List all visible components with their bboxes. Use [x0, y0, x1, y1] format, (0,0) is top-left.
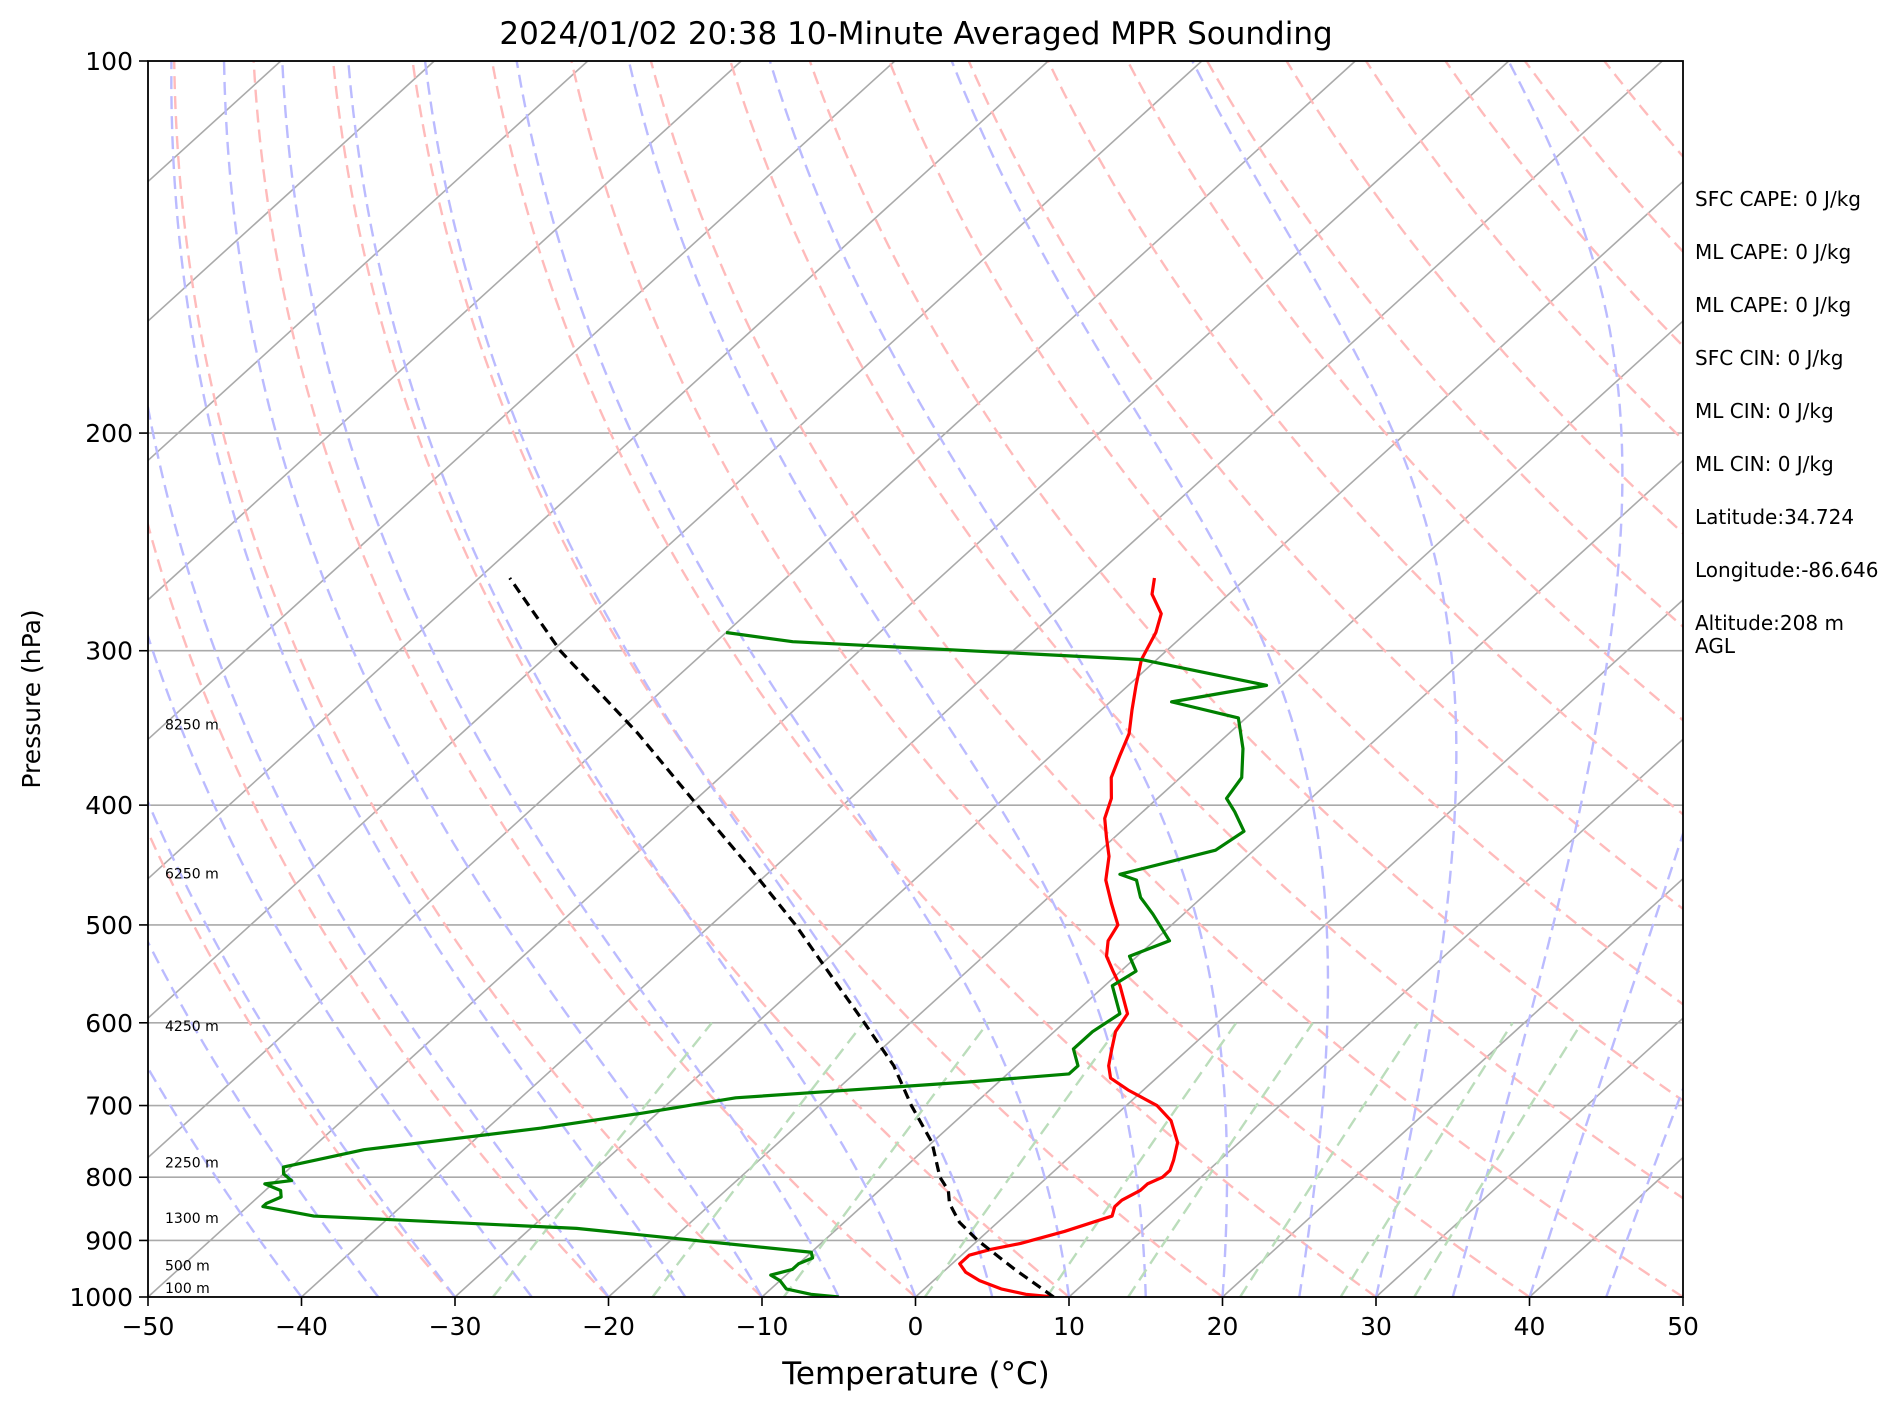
height-label: 4250 m	[165, 1019, 219, 1035]
moist-adiabat-line	[517, 61, 1069, 1297]
x-tick-label: −40	[275, 1312, 328, 1341]
x-tick-label: 30	[1360, 1312, 1392, 1341]
mixing-ratio-line	[784, 1023, 988, 1297]
dry-adiabat-line	[651, 61, 1683, 1297]
stat-value: 0 J/kg	[1805, 187, 1861, 211]
y-axis-label: Pressure (hPa)	[17, 609, 46, 788]
moist-adiabat-line	[224, 61, 762, 1297]
x-tick-label: 10	[1053, 1312, 1085, 1341]
dry-adiabat-line	[571, 61, 1529, 1297]
moist-adiabat-line	[171, 61, 685, 1297]
y-tick-label: 600	[85, 1009, 133, 1038]
x-axis-label: Temperature (°C)	[781, 1356, 1050, 1392]
x-tick-label: 20	[1207, 1312, 1239, 1341]
stat-label: SFC CAPE:	[1695, 187, 1799, 211]
moist-adiabat-line	[282, 61, 839, 1297]
height-label: 6250 m	[165, 866, 219, 882]
stat-item: ML CAPE: 0 J/kg	[1695, 294, 1885, 317]
stat-label: ML CAPE:	[1695, 240, 1789, 264]
stat-value: 0 J/kg	[1778, 399, 1834, 423]
x-tick-label: −50	[122, 1312, 175, 1341]
stat-value: -86.646	[1801, 558, 1878, 582]
x-tick-label: 40	[1514, 1312, 1546, 1341]
height-label: 100 m	[165, 1281, 210, 1297]
mixing-ratio-line	[1128, 1023, 1313, 1297]
stat-label: Altitude:	[1695, 611, 1780, 635]
y-tick-label: 300	[85, 637, 133, 666]
stat-value: 0 J/kg	[1787, 346, 1843, 370]
moist-adiabat-line	[425, 61, 992, 1297]
stat-label: SFC CIN:	[1695, 346, 1781, 370]
stat-label: Longitude:	[1695, 558, 1801, 582]
stat-item: SFC CAPE: 0 J/kg	[1695, 188, 1885, 211]
moist-adiabat-line	[0, 61, 378, 1297]
y-tick-label: 700	[85, 1092, 133, 1121]
stat-item: ML CIN: 0 J/kg	[1695, 400, 1885, 423]
dry-adiabat-line	[413, 61, 1223, 1297]
x-tick-label: −10	[736, 1312, 789, 1341]
moist-adiabat-line	[952, 61, 1328, 1297]
y-tick-label: 900	[85, 1226, 133, 1255]
dry-adiabat-line	[333, 61, 1069, 1297]
height-label: 2250 m	[165, 1156, 219, 1172]
x-tick-label: 50	[1667, 1312, 1699, 1341]
stat-item: ML CIN: 0 J/kg	[1695, 453, 1885, 476]
x-tick-label: −20	[582, 1312, 635, 1341]
stat-item: SFC CIN: 0 J/kg	[1695, 347, 1885, 370]
stat-item: Altitude:208 m AGL	[1695, 612, 1885, 658]
height-label: 500 m	[165, 1259, 210, 1275]
y-tick-label: 100	[85, 47, 133, 76]
moist-adiabat-line	[348, 61, 915, 1297]
dry-adiabat-line	[11, 61, 455, 1297]
isotherm-line	[0, 61, 1048, 1297]
parcel-path-line	[510, 578, 1054, 1297]
moist-adiabat-line	[122, 61, 609, 1297]
stat-label: ML CIN:	[1695, 452, 1771, 476]
mixing-ratio-line	[925, 1023, 1121, 1297]
stat-label: ML CAPE:	[1695, 293, 1789, 317]
y-tick-label: 200	[85, 419, 133, 448]
mixing-ratio-line	[1341, 1023, 1513, 1297]
stat-value: 34.724	[1784, 505, 1854, 529]
isotherm-line	[0, 61, 434, 1297]
mixing-ratio-line	[1047, 1023, 1236, 1297]
stat-value: 0 J/kg	[1778, 452, 1834, 476]
stat-label: ML CIN:	[1695, 399, 1771, 423]
stat-item: Latitude:34.724	[1695, 506, 1885, 529]
stat-value: 0 J/kg	[1795, 293, 1851, 317]
mixing-ratio-line	[1240, 1023, 1418, 1297]
y-tick-label: 800	[85, 1163, 133, 1192]
stat-item: Longitude:-86.646	[1695, 559, 1885, 582]
y-tick-label: 500	[85, 911, 133, 940]
stat-value: 0 J/kg	[1795, 240, 1851, 264]
y-tick-label: 400	[85, 791, 133, 820]
stat-label: Latitude:	[1695, 505, 1784, 529]
mixing-ratio-line	[653, 1023, 864, 1297]
mixing-ratio-line	[1414, 1023, 1581, 1297]
moist-adiabat-line	[629, 61, 1146, 1297]
height-label: 1300 m	[165, 1211, 219, 1227]
stat-item: ML CAPE: 0 J/kg	[1695, 241, 1885, 264]
y-tick-label: 1000	[69, 1283, 133, 1312]
chart-title: 2024/01/02 20:38 10-Minute Averaged MPR …	[499, 16, 1332, 52]
x-tick-label: −30	[429, 1312, 482, 1341]
plot-area	[0, 61, 1893, 1297]
height-label: 8250 m	[165, 718, 219, 734]
x-tick-label: 0	[908, 1312, 924, 1341]
dry-adiabat-line	[730, 61, 1836, 1297]
isotherm-line	[302, 61, 1663, 1297]
